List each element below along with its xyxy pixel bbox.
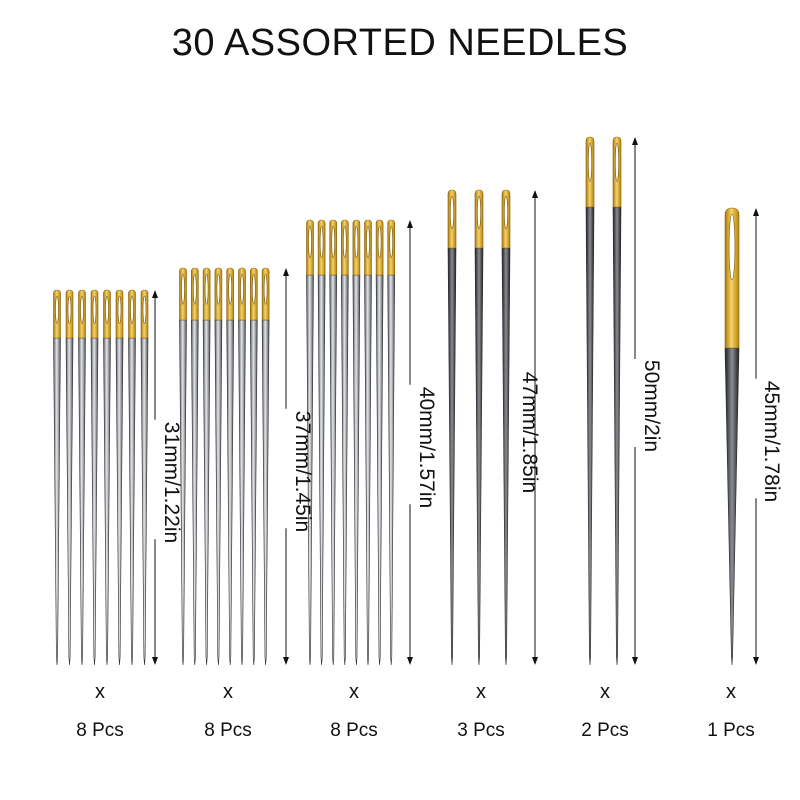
length-label: 31mm/1.22in [160, 422, 183, 543]
length-arrow [532, 190, 538, 665]
needle [190, 267, 199, 666]
page-title: 30 ASSORTED NEEDLES [171, 22, 629, 64]
needle [447, 189, 457, 666]
needle [340, 219, 349, 666]
needle [140, 289, 149, 666]
needle [115, 289, 124, 666]
needle [238, 267, 246, 666]
needle-group-4 [447, 189, 511, 666]
quantity-label: 2 Pcs [581, 720, 629, 741]
needle [261, 267, 270, 666]
needle-group-3 [306, 219, 396, 666]
needle [364, 219, 372, 666]
length-label: 50mm/2in [640, 360, 663, 452]
needle [249, 267, 258, 666]
needle [352, 219, 361, 666]
needle [306, 219, 314, 666]
multiply-symbol: x [600, 681, 610, 703]
quantity-label: 3 Pcs [457, 720, 505, 741]
needle [78, 289, 86, 666]
length-label: 47mm/1.85in [518, 372, 541, 493]
multiply-symbol: x [349, 681, 359, 703]
length-label: 40mm/1.57in [415, 387, 438, 508]
multiply-symbol: x [476, 681, 486, 703]
needle [585, 136, 595, 666]
length-label: 37mm/1.45in [291, 411, 314, 532]
quantity-label: 8 Pcs [204, 720, 252, 741]
needle [90, 289, 99, 666]
needle [103, 289, 111, 666]
needle [179, 267, 187, 666]
quantity-label: 1 Pcs [707, 720, 755, 741]
needle-group-2 [179, 267, 270, 666]
needle [226, 267, 235, 666]
needle [329, 219, 338, 666]
needle [317, 219, 326, 666]
quantity-label: 8 Pcs [76, 720, 124, 741]
length-label: 45mm/1.78in [760, 381, 783, 502]
needle [724, 207, 740, 666]
multiply-symbol: x [726, 681, 736, 703]
needle [202, 267, 211, 666]
needle [501, 189, 511, 666]
quantity-label: 8 Pcs [330, 720, 378, 741]
needle [387, 219, 396, 666]
needle-group-6 [724, 207, 740, 666]
needle [612, 136, 622, 666]
needle [375, 219, 384, 666]
needle-group-5 [585, 136, 622, 666]
multiply-symbol: x [95, 681, 105, 703]
needle [128, 289, 136, 666]
needle [474, 189, 484, 666]
needle [214, 267, 223, 666]
needle [53, 289, 61, 666]
needle-group-1 [53, 289, 149, 666]
multiply-symbol: x [223, 681, 233, 703]
needle [65, 289, 74, 666]
